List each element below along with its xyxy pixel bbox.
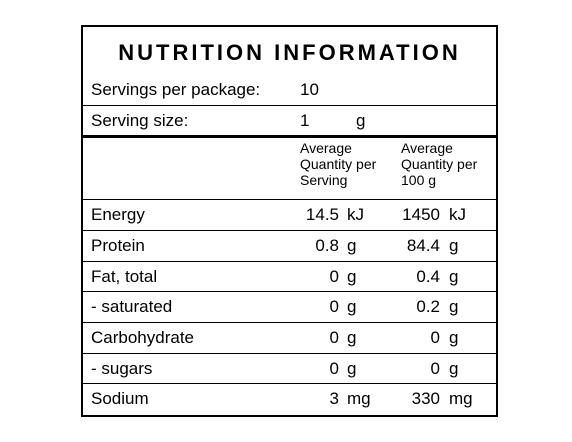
- per-serving-value: 0: [329, 328, 339, 347]
- per-serving-value: 0.8: [315, 236, 339, 255]
- per-serving-value: 3: [329, 389, 339, 408]
- column-header-line: Quantity per: [401, 156, 478, 172]
- nutrient-name: Carbohydrate: [91, 328, 195, 347]
- per-100g-unit: g: [449, 297, 459, 316]
- per-serving-value: 0: [329, 297, 339, 316]
- divider: [83, 199, 496, 200]
- column-header-line: Quantity per: [300, 156, 377, 172]
- per-serving-unit: g: [347, 328, 357, 347]
- divider: [83, 105, 496, 106]
- per-100g-unit: g: [449, 328, 459, 347]
- serving-size-value: 1: [300, 111, 310, 130]
- panel-title: NUTRITION INFORMATION: [118, 40, 461, 65]
- serving-size-unit: g: [356, 111, 366, 130]
- per-100g-value: 1450: [402, 205, 440, 224]
- per-serving-unit: mg: [347, 389, 371, 408]
- nutrient-name: Protein: [91, 236, 145, 255]
- per-serving-value: 0: [329, 267, 339, 286]
- per-serving-unit: g: [347, 297, 357, 316]
- servings-per-package-value: 10: [300, 80, 319, 99]
- divider: [83, 322, 496, 323]
- divider: [83, 383, 496, 384]
- per-serving-unit: g: [347, 236, 357, 255]
- per-100g-unit: g: [449, 359, 459, 378]
- per-100g-value: 84.4: [406, 236, 440, 255]
- column-header-line: 100 g: [401, 172, 437, 188]
- per-100g-value: 0: [430, 359, 440, 378]
- per-serving-unit: g: [347, 267, 357, 286]
- per-100g-unit: g: [449, 236, 459, 255]
- per-100g-value: 0.2: [416, 297, 440, 316]
- nutrition-panel: NUTRITION INFORMATION Servings per packa…: [81, 25, 498, 417]
- nutrient-name: Energy: [91, 205, 145, 224]
- column-header-per-serving: Average Quantity per Serving: [300, 140, 376, 188]
- column-header-per-100g: Average Quantity per 100 g: [401, 140, 477, 188]
- divider: [83, 353, 496, 354]
- divider: [83, 230, 496, 231]
- per-serving-value: 14.5: [305, 205, 339, 224]
- nutrient-name: - saturated: [91, 297, 173, 316]
- per-serving-value: 0: [329, 359, 339, 378]
- per-serving-unit: g: [347, 359, 357, 378]
- nutrient-name: Sodium: [91, 389, 149, 408]
- nutrient-name: - sugars: [91, 359, 153, 378]
- divider: [83, 291, 496, 292]
- nutrient-name: Fat, total: [91, 267, 158, 286]
- column-header-line: Average: [401, 140, 453, 156]
- servings-per-package-label: Servings per package:: [91, 80, 261, 99]
- per-serving-unit: kJ: [347, 205, 364, 224]
- per-100g-unit: mg: [449, 389, 473, 408]
- serving-size-label: Serving size:: [91, 111, 189, 130]
- divider: [83, 261, 496, 262]
- divider-thick: [83, 135, 496, 138]
- per-100g-unit: g: [449, 267, 459, 286]
- per-100g-unit: kJ: [449, 205, 466, 224]
- per-100g-value: 330: [411, 389, 440, 408]
- per-100g-value: 0: [430, 328, 440, 347]
- column-header-line: Average: [300, 140, 352, 156]
- per-100g-value: 0.4: [416, 267, 440, 286]
- column-header-line: Serving: [300, 172, 348, 188]
